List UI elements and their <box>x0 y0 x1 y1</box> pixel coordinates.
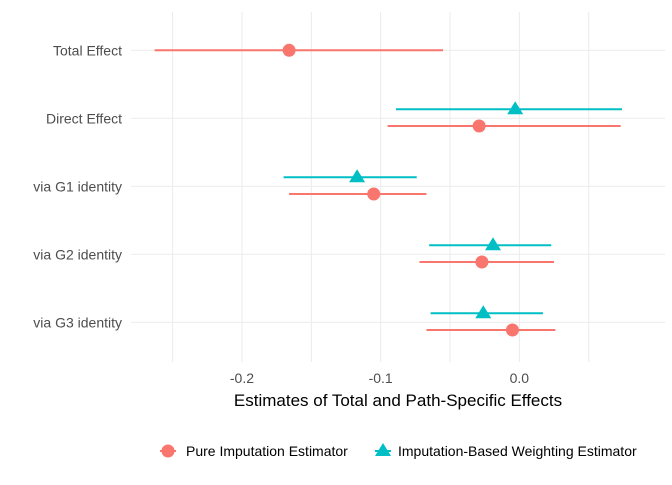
x-tick-label: 0.0 <box>510 370 530 386</box>
y-tick-label: Total Effect <box>53 42 122 58</box>
x-axis-title: Estimates of Total and Path-Specific Eff… <box>234 391 562 410</box>
data-marks <box>154 43 623 337</box>
x-tick-label: -0.1 <box>369 370 393 386</box>
y-tick-label: via G2 identity <box>33 246 122 262</box>
legend-triangle-icon <box>375 443 391 456</box>
y-tick-label: via G1 identity <box>33 178 122 194</box>
point-circle <box>505 323 519 337</box>
point-circle <box>472 119 486 133</box>
point-circle <box>367 187 381 201</box>
legend-label: Pure Imputation Estimator <box>186 443 348 459</box>
point-triangle <box>485 237 502 251</box>
y-tick-label: via G3 identity <box>33 314 122 330</box>
grid <box>131 12 665 362</box>
x-tick-label: -0.2 <box>230 370 254 386</box>
y-axis-labels: Total Effect Direct Effect via G1 identity… <box>33 42 122 330</box>
x-axis-tick-labels: -0.2 -0.1 0.0 <box>230 370 529 386</box>
legend-circle-icon <box>161 444 175 458</box>
point-circle <box>282 43 296 57</box>
point-triangle <box>349 169 366 183</box>
y-tick-label: Direct Effect <box>46 110 122 126</box>
point-circle <box>475 255 489 269</box>
legend: Pure Imputation Estimator Imputation-Base… <box>160 443 637 459</box>
point-triangle <box>475 305 492 319</box>
legend-label: Imputation-Based Weighting Estimator <box>398 443 637 459</box>
point-triangle <box>507 101 524 115</box>
